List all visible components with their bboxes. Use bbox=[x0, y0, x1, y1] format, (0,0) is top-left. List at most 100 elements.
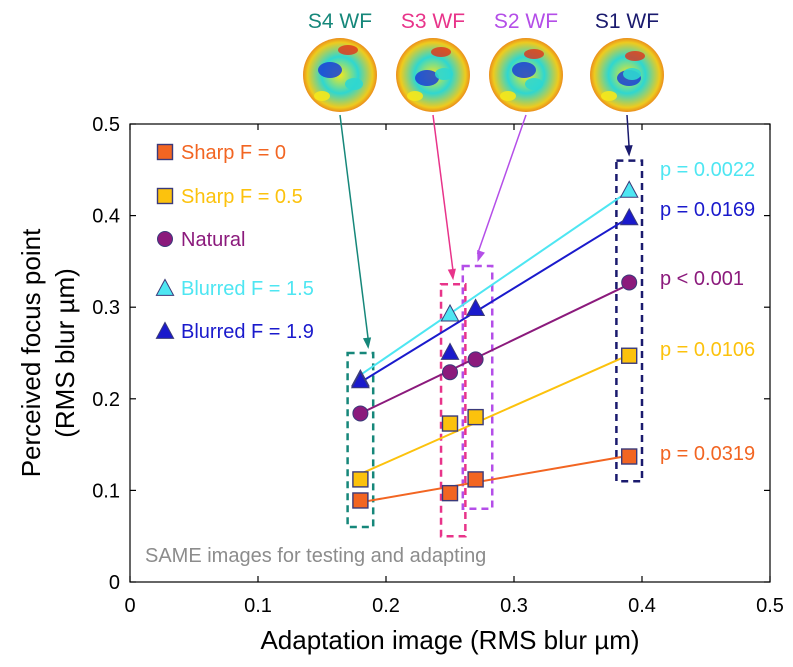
arrow-head bbox=[362, 337, 372, 349]
data-marker bbox=[352, 492, 369, 509]
wavefront-map bbox=[396, 38, 470, 112]
wavefront-map bbox=[489, 38, 563, 112]
data-marker bbox=[440, 342, 460, 360]
wavefront-arrows bbox=[339, 114, 633, 349]
wavefront-blob bbox=[314, 91, 330, 101]
highlight-box bbox=[461, 264, 494, 510]
wavefront-label: S2 WF bbox=[494, 10, 558, 33]
y-tick-label: 0.5 bbox=[92, 114, 120, 136]
data-marker bbox=[621, 448, 638, 465]
p-value-label: p = 0.0319 bbox=[660, 443, 755, 465]
fit-lines bbox=[359, 190, 630, 504]
x-axis-ticks: 0 0.1 0.2 0.3 0.4 0.5 bbox=[124, 124, 784, 617]
legend-marker bbox=[155, 278, 175, 296]
legend-label: Blurred F = 1.9 bbox=[181, 321, 314, 343]
data-marker bbox=[619, 207, 639, 226]
wavefront-map bbox=[303, 38, 377, 112]
highlight-boxes bbox=[346, 159, 644, 538]
data-marker bbox=[352, 471, 369, 488]
legend-label: Sharp F = 0.5 bbox=[181, 186, 303, 208]
p-values: p = 0.0319 p = 0.0106 p < 0.001 p = 0.0022 p… bbox=[660, 159, 755, 465]
plot-frame bbox=[129, 123, 771, 583]
y-tick-label: 0.2 bbox=[92, 389, 120, 411]
legend-label: Blurred F = 1.5 bbox=[181, 278, 314, 300]
data-marker bbox=[621, 347, 638, 364]
data-marker bbox=[467, 471, 484, 488]
y-tick-label: 0 bbox=[109, 572, 120, 594]
legend-marker bbox=[157, 231, 173, 247]
y-tick-label: 0.3 bbox=[92, 297, 120, 319]
data-marker bbox=[619, 180, 639, 198]
x-tick-label: 0.3 bbox=[500, 595, 528, 617]
legend-marker bbox=[156, 187, 174, 205]
wavefront-blob bbox=[601, 91, 617, 101]
legend-label: Sharp F = 0 bbox=[181, 142, 286, 164]
wavefront-blob bbox=[415, 70, 439, 86]
arrow-line bbox=[339, 114, 370, 342]
wavefront-blob bbox=[524, 49, 544, 59]
data-marker bbox=[441, 415, 459, 432]
data-marker bbox=[442, 364, 458, 381]
data-marker bbox=[467, 351, 484, 368]
arrow-head bbox=[477, 249, 485, 262]
arrow-line bbox=[432, 114, 454, 273]
fit-line bbox=[359, 353, 630, 475]
legend: Sharp F = 0 Sharp F = 0.5 Natural Blurred F… bbox=[155, 142, 314, 343]
y-tick-label: 0.1 bbox=[92, 480, 120, 502]
x-tick-label: 0.4 bbox=[628, 595, 656, 617]
fit-line bbox=[359, 283, 630, 415]
y-axis-label-line1: Perceived focus point bbox=[16, 228, 46, 477]
y-axis-ticks: 0 0.1 0.2 0.3 0.4 0.5 bbox=[92, 114, 770, 594]
wavefront-blob bbox=[623, 68, 641, 80]
wavefront-label: S3 WF bbox=[401, 10, 465, 33]
data-marker bbox=[352, 405, 369, 422]
data-marker bbox=[440, 303, 460, 322]
wavefront-map bbox=[590, 38, 664, 112]
x-tick-label: 0.2 bbox=[372, 595, 400, 617]
arrow-head bbox=[624, 145, 633, 157]
data-marker bbox=[466, 298, 486, 316]
data-marker bbox=[441, 484, 459, 502]
wavefront-blob bbox=[338, 45, 358, 55]
p-value-label: p = 0.0022 bbox=[660, 159, 755, 181]
wavefront-images bbox=[303, 38, 664, 112]
wavefront-blob bbox=[431, 47, 451, 57]
fit-line bbox=[359, 216, 630, 384]
wavefront-labels: S4 WF S3 WF S2 WF S1 WF bbox=[308, 10, 659, 33]
legend-marker bbox=[155, 321, 175, 339]
x-tick-label: 0.5 bbox=[756, 595, 784, 617]
highlight-box bbox=[439, 283, 467, 538]
data-marker bbox=[621, 274, 638, 291]
arrow-line bbox=[476, 114, 527, 255]
highlight-box bbox=[346, 351, 375, 529]
annotation-text: SAME images for testing and adapting bbox=[145, 545, 486, 567]
wavefront-blob bbox=[500, 91, 516, 101]
wavefront-blob bbox=[407, 91, 423, 101]
y-axis-label-line2: (RMS blur µm) bbox=[50, 268, 80, 438]
data-marker bbox=[467, 408, 484, 426]
x-tick-label: 0 bbox=[124, 595, 135, 617]
legend-label: Natural bbox=[181, 229, 245, 251]
fit-line bbox=[360, 454, 630, 504]
wavefront-blob bbox=[525, 78, 543, 90]
fit-line bbox=[359, 190, 630, 376]
x-tick-label: 0.1 bbox=[244, 595, 272, 617]
legend-marker bbox=[156, 143, 174, 161]
p-value-label: p = 0.0106 bbox=[660, 339, 755, 361]
x-axis-label: Adaptation image (RMS blur µm) bbox=[260, 625, 639, 655]
wavefront-blob bbox=[625, 51, 645, 61]
wavefront-blob bbox=[318, 62, 342, 78]
p-value-label: p < 0.001 bbox=[660, 268, 744, 290]
p-value-label: p = 0.0169 bbox=[660, 199, 755, 221]
wavefront-label: S4 WF bbox=[308, 10, 372, 33]
data-markers bbox=[350, 180, 639, 509]
wavefront-blob bbox=[345, 78, 363, 90]
wavefront-blob bbox=[512, 62, 536, 78]
arrow-head bbox=[447, 268, 456, 281]
y-tick-label: 0.4 bbox=[92, 206, 120, 228]
wavefront-label: S1 WF bbox=[595, 10, 659, 33]
data-marker bbox=[350, 370, 370, 389]
arrow-line bbox=[626, 114, 630, 149]
highlight-box bbox=[615, 159, 644, 483]
